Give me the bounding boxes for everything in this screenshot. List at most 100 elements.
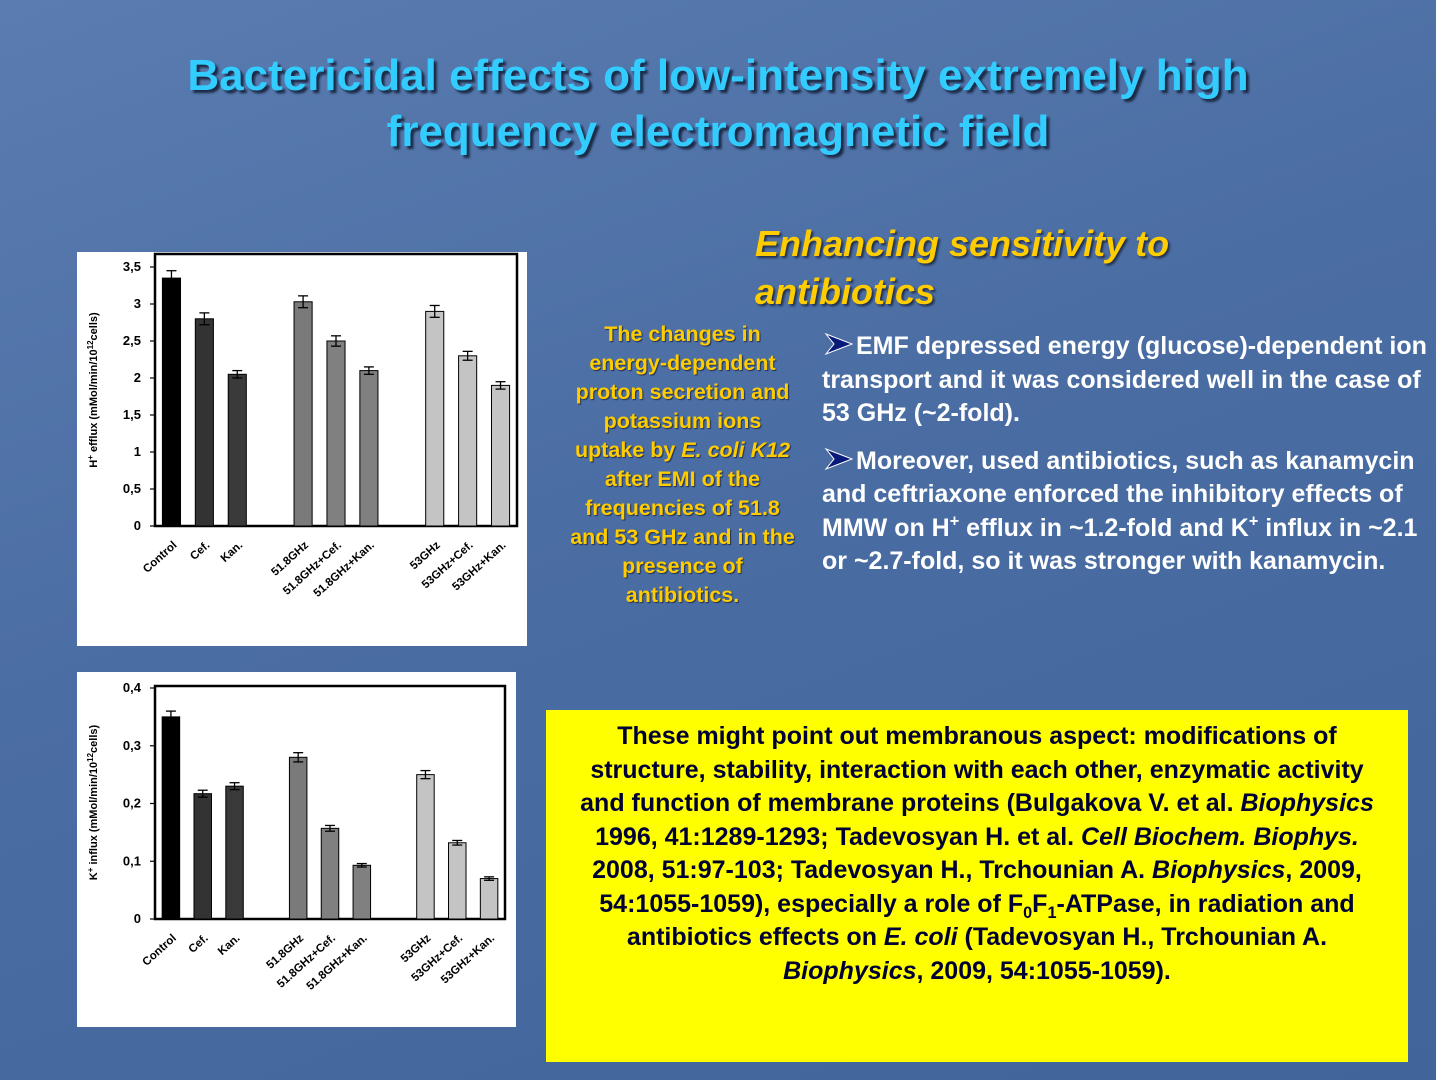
y-tick-label: 0,3	[123, 738, 141, 753]
label-part: influx (mMol/min/10	[88, 762, 100, 868]
error-bar	[165, 710, 176, 724]
note-text: , 2009, 54:1055-1059).	[916, 956, 1171, 985]
x-tick-label: Control	[140, 932, 178, 968]
bullet-list: EMF depressed energy (glucose)-dependent…	[822, 330, 1427, 579]
bullet-arrow	[824, 447, 854, 470]
superscript: 12	[86, 340, 95, 349]
bar	[359, 370, 379, 527]
bar	[320, 827, 340, 920]
bullet-text: influx in ~2.1 or ~2.7-fold, so it was s…	[822, 513, 1418, 576]
x-tick-label: 51.8GHz+Kan.	[312, 539, 377, 599]
error-bar	[420, 769, 431, 780]
subscript: 1	[1047, 903, 1057, 922]
bar	[194, 318, 214, 527]
superscript: +	[1248, 512, 1259, 531]
superscript: +	[86, 867, 95, 872]
bullet: EMF depressed energy (glucose)-dependent…	[822, 330, 1427, 431]
bar	[193, 793, 212, 920]
subscript: 0	[1023, 903, 1033, 922]
caption-text: The changes in energy-dependent proton s…	[574, 322, 790, 462]
error-bar	[331, 335, 341, 347]
bar	[448, 842, 467, 920]
error-bar	[462, 350, 473, 361]
y-tick-label: 1,5	[123, 407, 141, 422]
x-tick-label: Kan.	[219, 539, 246, 565]
note-text: F	[1032, 889, 1048, 918]
bar	[225, 785, 244, 920]
note-italic: Cell Biochem. Biophys.	[1081, 822, 1359, 851]
error-bar	[363, 366, 374, 375]
bar	[288, 756, 308, 920]
label-part: H	[88, 460, 100, 468]
bar	[352, 864, 372, 920]
y-tick-label: 2	[134, 370, 141, 385]
bar	[161, 716, 181, 920]
bar	[458, 355, 478, 527]
caption-italic: E. coli K12	[681, 438, 791, 462]
bar	[227, 373, 247, 527]
bullet-text: EMF depressed energy (glucose)-dependent…	[822, 332, 1427, 427]
bar	[490, 384, 511, 527]
note-text: , 2009, 54:1055-1059), especially a role…	[599, 856, 1362, 918]
error-bar	[325, 824, 335, 832]
bar	[326, 340, 346, 527]
bar	[425, 310, 445, 527]
bar	[479, 878, 499, 920]
y-tick-label: 0,1	[123, 853, 141, 868]
label-part: cells)	[88, 312, 100, 340]
bar	[416, 774, 435, 920]
note-text: 1996, 41:1289-1293; Tadevosyan H. et al.	[595, 822, 1082, 851]
y-axis-label: H+ efflux (mMol/min/1012cells)	[86, 312, 101, 468]
error-bar	[298, 295, 309, 309]
y-tick-label: 0	[134, 911, 141, 926]
note-box: These might point out membranous aspect:…	[546, 710, 1408, 1062]
bullet-arrow	[824, 332, 854, 356]
bar	[293, 301, 313, 527]
x-tick-label: Control	[141, 539, 179, 575]
error-bar	[166, 270, 177, 287]
error-bar	[229, 782, 240, 791]
chart: 0 0,5 1 1,5 2 2,5 3 3,5 H+ efflux (mMol/min/1012…	[77, 252, 527, 646]
superscript: +	[86, 455, 95, 460]
label-part: efflux (mMol/min/10	[88, 349, 100, 455]
y-tick-label: 3	[134, 296, 141, 311]
y-tick-label: 0,4	[123, 680, 142, 695]
x-tick-label: Kan.	[216, 932, 243, 958]
note-text: 2008, 51:97-103; Tadevosyan H., Trchouni…	[592, 856, 1153, 884]
caption: The changes in energy-dependent proton s…	[570, 320, 795, 610]
y-tick-label: 3,5	[123, 259, 141, 274]
y-axis-label: K+ influx (mMol/min/1012cells)	[86, 724, 101, 880]
error-bar	[484, 876, 495, 881]
note-italic: E. coli	[883, 923, 958, 951]
note-text: These might point out membranous aspect:…	[580, 722, 1364, 817]
note-italic: Biophysics	[1152, 856, 1286, 884]
y-tick-label: 0	[134, 518, 141, 533]
bar	[161, 277, 182, 527]
y-tick-label: 0,2	[123, 796, 141, 811]
y-tick-label: 1	[134, 444, 141, 459]
subtitle: Enhancing sensitivity to antibiotics	[755, 223, 1170, 312]
error-bar	[199, 312, 210, 326]
label-part: cells)	[88, 724, 100, 752]
x-tick-label: Cef.	[187, 932, 211, 955]
bullet-text: efflux in ~1.2-fold and K	[959, 513, 1249, 542]
error-bar	[293, 752, 304, 763]
bullet-text: Moreover, used antibiotics, such as kana…	[822, 446, 1415, 542]
superscript: 12	[86, 752, 95, 761]
note-italic: Biophysics	[783, 956, 917, 985]
error-bar	[452, 839, 463, 846]
note-italic: Biophysics	[1240, 789, 1374, 817]
error-bar	[197, 789, 208, 798]
note-text: (Tadevosyan H., Trchounian A.	[957, 923, 1328, 951]
error-bar	[495, 381, 506, 390]
error-bar	[356, 862, 367, 868]
label-part: K	[88, 872, 100, 880]
y-tick-label: 2,5	[123, 333, 141, 348]
superscript: +	[949, 512, 960, 531]
error-bar	[429, 304, 440, 318]
note-text: -ATPase, in radiation and antibiotics ef…	[626, 889, 1355, 952]
slide-title: Bactericidal effects of low-intensity ex…	[187, 51, 1249, 156]
caption-text: after EMI of the frequencies of 51.8 and…	[570, 467, 795, 607]
x-tick-label: Cef.	[188, 539, 212, 562]
